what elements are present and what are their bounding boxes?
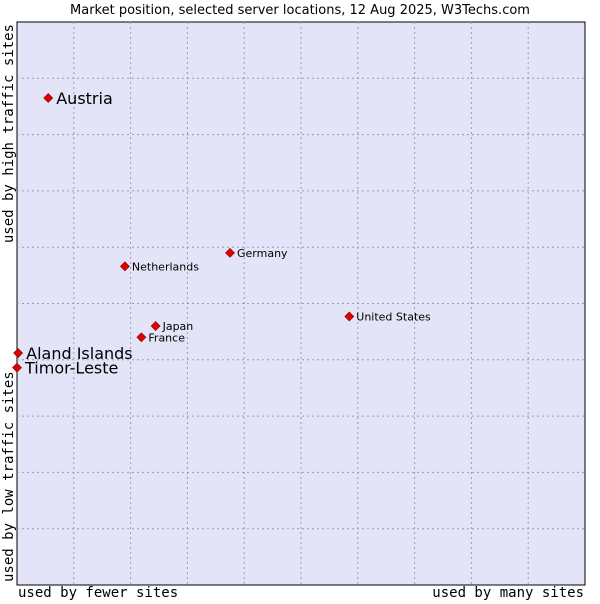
chart-title: Market position, selected server locatio… (70, 3, 530, 18)
point-marker (150, 321, 161, 331)
y-axis-label-bottom: used by low traffic sites (1, 371, 17, 582)
point-marker (119, 261, 130, 272)
point-marker (13, 348, 24, 358)
point-label: Germany (237, 247, 288, 260)
point-germany: Germany (225, 247, 288, 260)
point-france: France (136, 331, 185, 344)
point-label: Aland Islands (26, 344, 133, 363)
point-marker (344, 311, 355, 322)
point-label: Austria (56, 89, 113, 108)
point-label: France (148, 331, 185, 344)
point-marker (225, 247, 235, 258)
data-points: Austria Germany Netherlands United States Ja… (12, 89, 431, 378)
grid (17, 22, 585, 585)
point-aland-islands: Aland Islands (13, 344, 133, 363)
y-axis-label-top: used by high traffic sites (1, 24, 17, 243)
point-label: Netherlands (132, 260, 199, 273)
point-label: Timor-Leste (24, 359, 118, 378)
point-marker (136, 332, 147, 343)
point-japan: Japan (150, 320, 194, 333)
point-label: United States (356, 310, 431, 323)
x-axis-label-right: used by many sites (432, 585, 584, 600)
x-axis-label-left: used by fewer sites (18, 585, 178, 600)
point-marker (43, 93, 54, 103)
point-timor-leste: Timor-Leste (12, 359, 118, 378)
point-label: Japan (162, 320, 194, 333)
point-netherlands: Netherlands (119, 260, 199, 273)
point-austria: Austria (43, 89, 113, 108)
point-marker (12, 362, 22, 373)
point-united-states: United States (344, 310, 431, 323)
